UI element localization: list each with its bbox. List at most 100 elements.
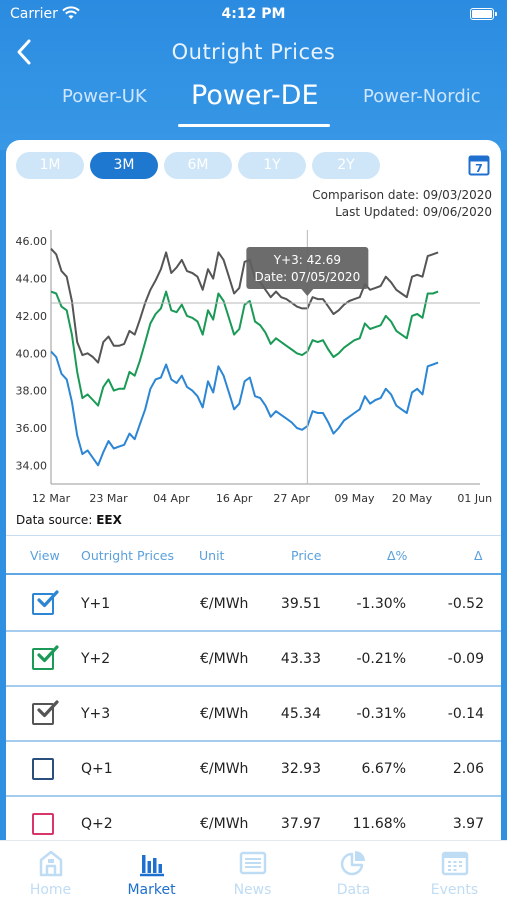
news-icon	[239, 851, 267, 875]
checkbox-unchecked[interactable]	[32, 813, 54, 835]
period-1y-button[interactable]: 1Y	[238, 152, 306, 179]
tooltip-box	[246, 247, 369, 290]
row-name: Y+3	[81, 706, 111, 722]
row-price: 43.33	[280, 651, 321, 667]
bar-chart-icon	[140, 855, 164, 877]
tabbar-market-label: Market	[127, 882, 176, 898]
row-pct-change: 11.68%	[352, 816, 406, 832]
checkmark-icon	[37, 645, 59, 663]
y-tick-label: 36.00	[16, 422, 48, 435]
tabbar-data[interactable]: Data	[303, 841, 404, 900]
row-pct-change: -0.31%	[356, 706, 406, 722]
back-icon[interactable]	[14, 38, 34, 66]
y-tick-label: 44.00	[16, 273, 48, 286]
tabbar-news-label: News	[233, 882, 272, 898]
row-name: Y+1	[81, 596, 111, 612]
content-card: 1M 3M 6M 1Y 2Y 7 Comparison date: 09/03/…	[6, 140, 501, 900]
tabbar-events[interactable]: Events	[404, 841, 505, 900]
active-tab-indicator	[178, 124, 330, 127]
row-unit: €/MWh	[200, 761, 249, 777]
x-tick-label: 23 Mar	[89, 492, 128, 505]
table-row[interactable]: Y+3 €/MWh 45.34 -0.31% -0.14	[6, 687, 501, 742]
events-calendar-icon	[441, 851, 469, 876]
row-delta: -0.52	[447, 596, 484, 612]
tabbar-home[interactable]: Home	[0, 841, 101, 900]
tooltip-date: Date: 07/05/2020	[255, 270, 361, 284]
header-outright-prices: Outright Prices	[81, 548, 175, 563]
checkbox-checked[interactable]	[32, 590, 59, 615]
row-price: 39.51	[280, 596, 321, 612]
x-tick-label: 20 May	[392, 492, 433, 505]
tabbar-news[interactable]: News	[202, 841, 303, 900]
tab-bar: Home Market News Data Events	[0, 840, 507, 900]
header: Carrier 4:12 PM Outright Prices Power-UK…	[0, 0, 507, 150]
header-pct-change: Δ%	[387, 548, 408, 563]
row-pct-change: -0.21%	[356, 651, 406, 667]
row-name: Q+1	[81, 761, 113, 777]
row-delta: -0.14	[447, 706, 484, 722]
table-row[interactable]: Y+1 €/MWh 39.51 -1.30% -0.52	[6, 577, 501, 632]
period-2y-button[interactable]: 2Y	[312, 152, 380, 179]
row-unit: €/MWh	[200, 706, 249, 722]
tooltip-value: Y+3: 42.69	[273, 253, 341, 267]
row-unit: €/MWh	[200, 596, 249, 612]
row-price: 45.34	[280, 706, 321, 722]
checkbox-checked[interactable]	[32, 700, 59, 725]
tab-power-nordic[interactable]: Power-Nordic	[363, 86, 481, 107]
series-line-1[interactable]	[50, 290, 439, 407]
header-price: Price	[291, 548, 322, 563]
header-unit: Unit	[199, 548, 225, 563]
tab-power-uk[interactable]: Power-UK	[62, 86, 147, 107]
data-source-label: Data source:	[16, 513, 93, 527]
row-pct-change: -1.30%	[356, 596, 406, 612]
calendar-icon-number: 7	[475, 162, 483, 175]
calendar-icon[interactable]: 7	[468, 154, 490, 176]
x-tick-label: 12 Mar	[32, 492, 71, 505]
checkmark-icon	[37, 590, 59, 608]
row-name: Y+2	[81, 651, 111, 667]
header-delta: Δ	[474, 548, 483, 563]
carrier-label: Carrier	[10, 6, 58, 22]
header-view: View	[30, 548, 60, 563]
x-tick-label: 01 Jun	[457, 492, 492, 505]
row-price: 32.93	[280, 761, 321, 777]
y-tick-label: 46.00	[16, 235, 48, 248]
row-pct-change: 6.67%	[361, 761, 406, 777]
y-tick-label: 34.00	[16, 459, 48, 472]
tabbar-data-label: Data	[336, 882, 371, 898]
data-source-value: EEX	[96, 513, 122, 527]
period-1m-button[interactable]: 1M	[16, 152, 84, 179]
table-row[interactable]: Y+2 €/MWh 43.33 -0.21% -0.09	[6, 632, 501, 687]
series-line-2[interactable]	[50, 350, 439, 467]
checkbox-checked[interactable]	[32, 645, 59, 670]
x-tick-label: 09 May	[334, 492, 375, 505]
pie-chart-icon	[340, 851, 365, 876]
row-name: Q+2	[81, 816, 113, 832]
y-tick-label: 42.00	[16, 310, 48, 323]
tabbar-events-label: Events	[430, 882, 479, 898]
tab-power-de[interactable]: Power-DE	[191, 80, 319, 111]
x-tick-label: 27 Apr	[273, 492, 310, 505]
table-row[interactable]: Q+1 €/MWh 32.93 6.67% 2.06	[6, 742, 501, 797]
last-updated: Last Updated: 09/06/2020	[335, 205, 492, 219]
row-delta: -0.09	[447, 651, 484, 667]
status-bar: Carrier 4:12 PM	[0, 4, 507, 26]
series-line-0[interactable]	[50, 248, 439, 364]
tooltip-pointer	[301, 289, 314, 297]
battery-icon	[470, 8, 497, 20]
row-delta: 3.97	[452, 816, 484, 832]
x-tick-label: 04 Apr	[153, 492, 190, 505]
row-unit: €/MWh	[200, 651, 249, 667]
period-6m-button[interactable]: 6M	[164, 152, 232, 179]
y-tick-label: 40.00	[16, 347, 48, 360]
checkmark-icon	[37, 700, 59, 718]
period-3m-button[interactable]: 3M	[90, 152, 158, 179]
data-source: Data source: EEX	[16, 513, 122, 527]
wifi-icon	[62, 6, 80, 19]
home-icon	[39, 850, 63, 877]
y-tick-label: 38.00	[16, 385, 48, 398]
tabbar-market[interactable]: Market	[101, 841, 202, 900]
price-chart[interactable]: 46.00 44.00 42.00 40.00 38.00 36.00 34.00 12 Ma…	[6, 224, 501, 514]
row-price: 37.97	[280, 816, 321, 832]
checkbox-unchecked[interactable]	[32, 758, 54, 780]
